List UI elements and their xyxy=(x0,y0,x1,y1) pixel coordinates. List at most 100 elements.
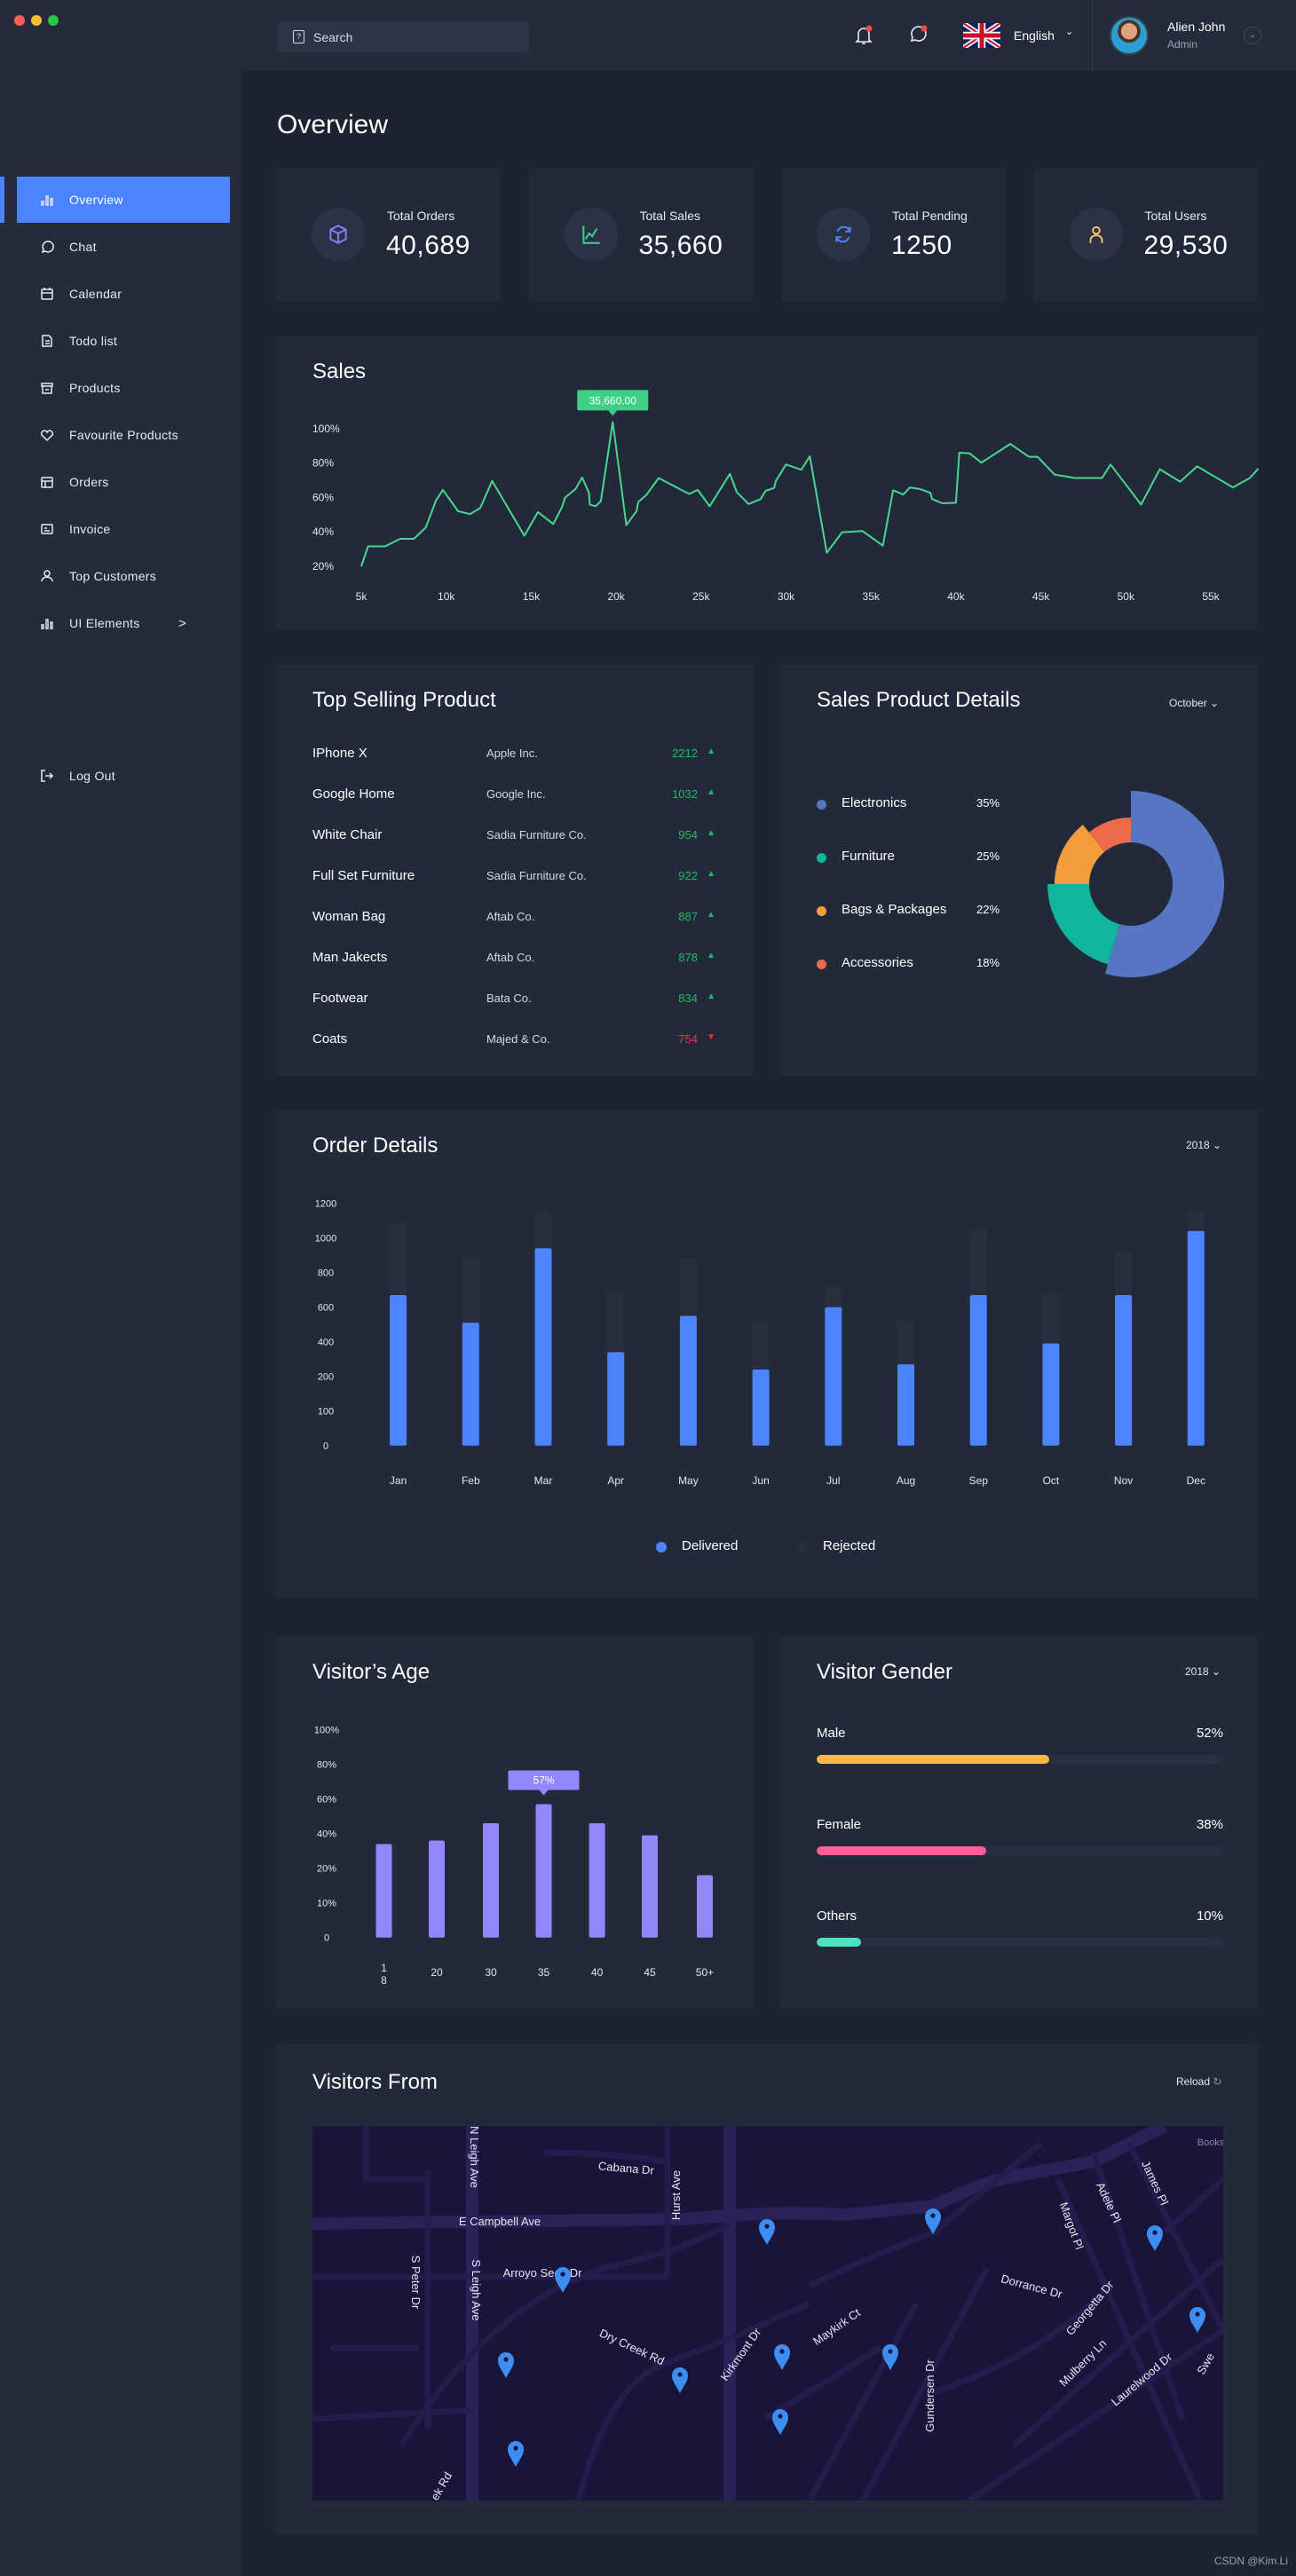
gender-year-value: 2018 xyxy=(1185,1665,1209,1678)
map-street-label: Cabana Dr xyxy=(597,2159,655,2177)
top-selling-row[interactable]: Google Home Google Inc. 1032 ▲ xyxy=(312,784,721,805)
minimize-window-button[interactable] xyxy=(31,15,42,26)
sidebar-item-calendar[interactable]: Calendar xyxy=(17,271,230,317)
legend-label: Electronics xyxy=(842,795,907,810)
map-pin-icon[interactable] xyxy=(772,2409,788,2435)
map-street-label: N Leigh Ave xyxy=(468,2126,481,2188)
store-icon xyxy=(41,383,53,394)
gender-progress-fill xyxy=(817,1755,1049,1764)
map-pin-icon[interactable] xyxy=(1147,2225,1163,2251)
bar-chart-icon xyxy=(41,195,53,206)
gender-year-dropdown[interactable]: 2018 ⌄ xyxy=(1185,1665,1221,1678)
visitors-map[interactable]: N Leigh Ave Cabana Dr Hurst Ave E Campbell … xyxy=(312,2126,1223,2501)
map-road xyxy=(1090,2151,1186,2421)
year-dropdown-value: 2018 xyxy=(1186,1139,1210,1151)
product-company: Aftab Co. xyxy=(486,910,535,923)
product-company: Sadia Furniture Co. xyxy=(486,869,587,882)
map-road xyxy=(968,2327,1223,2501)
map-pin-icon[interactable] xyxy=(925,2209,941,2234)
map-road xyxy=(932,2283,1114,2396)
map-pin-icon[interactable] xyxy=(774,2344,790,2370)
top-selling-title: Top Selling Product xyxy=(312,688,496,712)
sidebar-item-label: UI Elements xyxy=(69,616,140,630)
legend-label: Accessories xyxy=(842,955,913,970)
product-sales-value: 878 xyxy=(678,951,698,964)
stat-card-total-users: Total Users 29,530 xyxy=(1033,169,1259,301)
reload-button[interactable]: Reload ↻ xyxy=(1176,2075,1221,2088)
sidebar-item-label: Favourite Products xyxy=(69,428,178,442)
sidebar-item-label: Chat xyxy=(69,240,97,254)
sidebar-item-ui-elements[interactable]: UI Elements > xyxy=(17,600,230,646)
language-selector[interactable]: English xyxy=(1014,28,1055,43)
map-pin-icon[interactable] xyxy=(498,2352,514,2378)
year-dropdown[interactable]: 2018 ⌄ xyxy=(1186,1139,1221,1151)
map-pin-icon[interactable] xyxy=(759,2219,775,2245)
legend-dot-delivered xyxy=(656,1542,667,1553)
trend-up-icon: ▲ xyxy=(707,828,715,838)
sidebar-item-invoice[interactable]: Invoice xyxy=(17,506,230,552)
gender-progress-fill xyxy=(817,1846,987,1855)
uk-flag-icon[interactable] xyxy=(963,23,1000,48)
search-input[interactable]: ? Search xyxy=(277,21,529,52)
stat-icon-circle xyxy=(312,208,365,261)
trend-icon xyxy=(581,225,600,244)
top-selling-row[interactable]: Full Set Furniture Sadia Furniture Co. 922… xyxy=(312,865,721,887)
top-selling-row[interactable]: Woman Bag Aftab Co. 887 ▲ xyxy=(312,906,721,928)
top-selling-row[interactable]: Man Jakects Aftab Co. 878 ▲ xyxy=(312,947,721,968)
avatar[interactable] xyxy=(1110,16,1149,55)
month-dropdown[interactable]: October ⌄ xyxy=(1169,697,1219,709)
user-icon xyxy=(1089,225,1102,243)
maximize-window-button[interactable] xyxy=(48,15,59,26)
sidebar-item-favourite-products[interactable]: Favourite Products xyxy=(17,412,230,458)
sidebar-item-products[interactable]: Products xyxy=(17,365,230,411)
stat-icon-circle xyxy=(564,208,618,261)
map-pin-icon[interactable] xyxy=(672,2367,688,2393)
sidebar-item-overview[interactable]: Overview xyxy=(17,177,230,223)
product-company: Google Inc. xyxy=(486,787,546,801)
top-selling-row[interactable]: Coats Majed & Co. 754 ▼ xyxy=(312,1029,721,1050)
map-pin-icon[interactable] xyxy=(555,2267,571,2293)
chat-icon[interactable] xyxy=(908,25,929,46)
map-road xyxy=(362,2126,428,2183)
sidebar-item-orders[interactable]: Orders xyxy=(17,459,230,505)
visitor-age-title: Visitor’s Age xyxy=(312,1660,431,1684)
map-pin-icon[interactable] xyxy=(1189,2307,1205,2333)
map-road xyxy=(1162,2177,1223,2235)
map-pin-icon[interactable] xyxy=(508,2441,524,2467)
product-sales-value: 1032 xyxy=(672,787,698,801)
trend-down-icon: ▼ xyxy=(707,1032,715,1042)
map-pin-icon[interactable] xyxy=(882,2344,898,2370)
user-icon xyxy=(41,570,53,582)
product-company: Apple Inc. xyxy=(486,747,538,760)
map-background xyxy=(312,2126,1223,2501)
top-selling-row[interactable]: White Chair Sadia Furniture Co. 954 ▲ xyxy=(312,825,721,846)
visitor-gender-card xyxy=(780,1636,1258,2009)
gender-progress-fill xyxy=(817,1938,862,1947)
gender-percent: 52% xyxy=(1196,1726,1223,1741)
sidebar-item-label: Calendar xyxy=(69,287,122,301)
box-icon xyxy=(329,225,347,244)
product-company: Aftab Co. xyxy=(486,951,535,964)
sidebar-item-chat[interactable]: Chat xyxy=(17,224,230,270)
product-sales-value: 887 xyxy=(678,910,698,923)
sidebar-item-top-customers[interactable]: Top Customers xyxy=(17,553,230,599)
legend-label-delivered: Delivered xyxy=(682,1538,739,1553)
chevron-down-icon: ⌄ xyxy=(1210,697,1220,709)
map-road xyxy=(399,2220,731,2447)
invoice-icon xyxy=(41,524,53,534)
user-menu-chevron-icon[interactable]: ⌄ xyxy=(1244,27,1261,44)
gender-label: Male xyxy=(817,1726,846,1741)
gender-label: Female xyxy=(817,1817,862,1832)
top-selling-row[interactable]: IPhone X Apple Inc. 2212 ▲ xyxy=(312,743,721,764)
visitor-age-card xyxy=(276,1636,754,2009)
map-road xyxy=(1055,2177,1204,2501)
legend-label: Bags & Packages xyxy=(842,902,947,917)
bell-icon[interactable] xyxy=(855,25,874,46)
close-window-button[interactable] xyxy=(14,15,25,26)
top-selling-row[interactable]: Footwear Bata Co. 834 ▲ xyxy=(312,988,721,1009)
chevron-down-icon[interactable]: ⌄ xyxy=(1065,27,1074,37)
sidebar-item-todo-list[interactable]: Todo list xyxy=(17,318,230,364)
logout-button[interactable]: Log Out xyxy=(17,753,230,799)
product-name: Full Set Furniture xyxy=(312,868,415,883)
bar-chart-icon xyxy=(41,619,53,629)
